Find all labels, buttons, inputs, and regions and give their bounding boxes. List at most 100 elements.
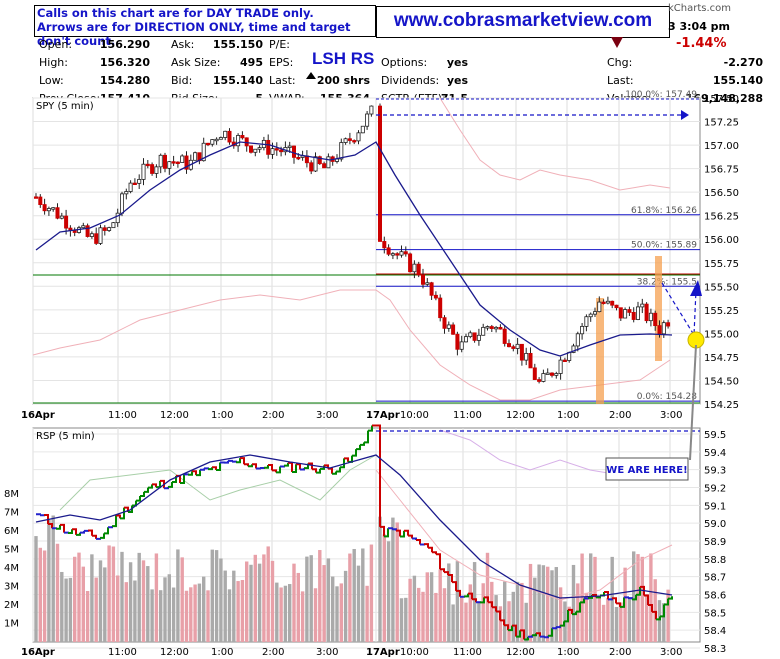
quote-label: Ask Size:: [171, 56, 221, 69]
volume-bar: [51, 515, 55, 642]
volume-bar: [167, 574, 171, 642]
volume-bar: [649, 553, 653, 642]
price-tick-label: 156.00: [704, 235, 739, 246]
volume-tick-label: 5M: [4, 545, 19, 556]
candle-body: [644, 303, 649, 322]
candle-body: [636, 306, 641, 320]
rsp-step: [88, 529, 93, 536]
quote-label: Bid:: [171, 74, 193, 87]
rsp-step: [372, 424, 381, 527]
rsp-step: [416, 538, 421, 545]
volume-bar: [339, 583, 343, 642]
rsp-step: [620, 597, 625, 608]
rsp-step: [500, 619, 505, 626]
rsp-step: [508, 625, 513, 632]
time-tick-label: 2:00: [262, 410, 284, 421]
rsp-step: [624, 596, 629, 599]
rsp-step: [344, 457, 349, 462]
candle-body: [291, 145, 296, 158]
site-url[interactable]: www.cobrasmarketview.com: [376, 6, 670, 38]
volume-bar: [490, 581, 494, 642]
candle-body: [420, 274, 425, 285]
time-tick-label: 11:00: [453, 410, 482, 421]
rsp-step: [296, 463, 301, 470]
quote-value: yes: [446, 56, 468, 69]
candle-body: [270, 148, 275, 155]
candle-body: [59, 215, 64, 219]
callout-pointer: [689, 344, 697, 461]
rsp-step: [104, 527, 109, 535]
volume-bar: [219, 558, 223, 642]
candle-body: [438, 297, 443, 319]
rsp-panel-title: RSP (5 min): [36, 431, 95, 442]
rsp-step: [100, 533, 105, 539]
volume-bar: [292, 563, 296, 642]
candle-body: [46, 208, 51, 212]
rsp-step: [72, 528, 77, 535]
volume-tick-label: 8M: [4, 489, 19, 500]
quote-value: yes: [446, 74, 468, 87]
candle-body: [584, 316, 589, 327]
moving-average: [35, 141, 673, 357]
notice-box: Calls on this chart are for DAY TRADE on…: [34, 5, 376, 48]
rsp-step: [192, 470, 197, 476]
rsp-step: [436, 553, 441, 570]
rsp-step: [316, 468, 321, 474]
volume-bar: [494, 595, 498, 642]
time-tick-label: 12:00: [160, 647, 189, 658]
rsp-step: [168, 481, 173, 488]
rsp-step: [456, 589, 461, 597]
time-tick-label: 16Apr: [21, 647, 55, 658]
candle-body: [162, 154, 167, 169]
candle-body: [356, 132, 361, 142]
volume-bar: [472, 562, 477, 642]
volume-tick-label: 6M: [4, 526, 19, 537]
rsp-step: [604, 591, 609, 600]
rsp-step: [36, 513, 41, 516]
time-tick-label: 12:00: [506, 410, 535, 421]
rsp-step: [384, 528, 389, 538]
volume-bar: [636, 554, 640, 642]
candle-body: [631, 311, 636, 320]
rsp-tick-label: 58.9: [704, 537, 726, 548]
volume-bar: [279, 587, 283, 642]
volume-tick-label: 7M: [4, 508, 19, 519]
rsp-step: [608, 598, 613, 601]
volume-bar: [64, 578, 68, 642]
volume-bar: [404, 597, 408, 642]
candle-body: [382, 241, 387, 249]
rsp-step: [496, 610, 501, 621]
volume-bar: [623, 567, 627, 642]
volume-tick-label: 4M: [4, 563, 19, 574]
candle-body: [240, 135, 245, 139]
rsp-step: [268, 463, 273, 471]
volume-bar: [451, 604, 455, 642]
fib-label: 0.0%: 154.28: [637, 392, 698, 402]
volume-bar: [533, 577, 537, 642]
rsp-step: [204, 467, 209, 470]
candle-body: [610, 300, 615, 306]
rsp-step: [424, 543, 429, 548]
volume-bar: [266, 546, 270, 642]
quote-value: 156.320: [99, 56, 150, 69]
rsp-step: [452, 581, 457, 591]
rsp-step: [336, 467, 341, 473]
time-tick-label: 17Apr: [366, 647, 400, 658]
price-tick-label: 156.25: [704, 212, 739, 223]
candle-body: [51, 207, 56, 210]
fib-label: 38.2%: 155.5: [637, 277, 697, 287]
volume-bar: [331, 576, 335, 642]
candle-body: [81, 225, 86, 229]
rsp-step: [328, 467, 333, 474]
candle-body: [322, 163, 327, 169]
candle-body: [111, 222, 116, 229]
volume-bar: [644, 594, 649, 642]
volume-bar: [541, 565, 546, 642]
candle-body: [244, 137, 249, 147]
rsp-step: [136, 495, 141, 502]
rsp-step: [580, 598, 585, 604]
volume-bar: [662, 603, 666, 642]
rsp-tick-label: 58.3: [704, 644, 726, 655]
rsp-step: [468, 592, 473, 600]
rsp-tick-label: 59.5: [704, 430, 726, 441]
